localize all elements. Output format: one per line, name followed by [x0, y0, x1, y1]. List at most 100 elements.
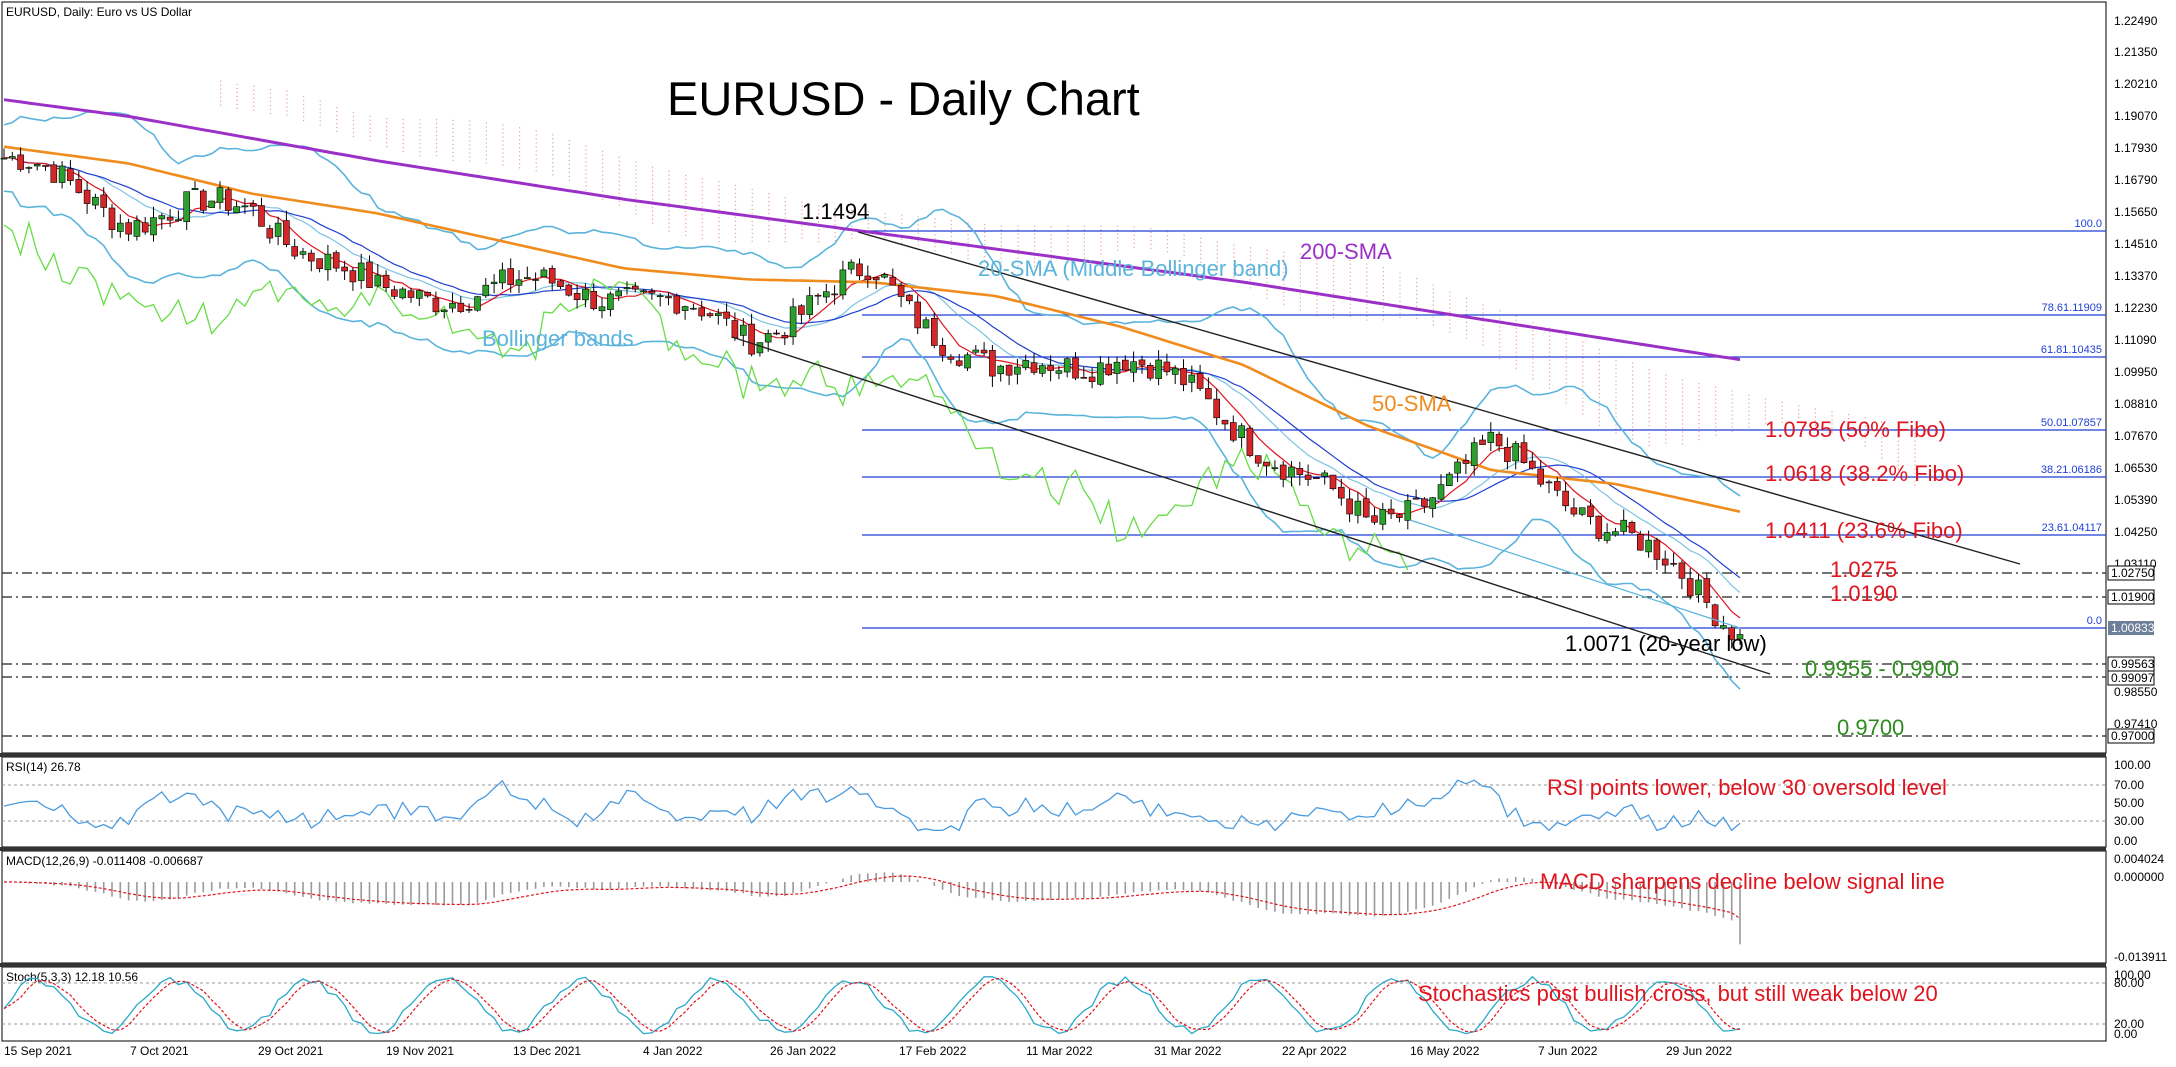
cloud-dot [1416, 317, 1418, 320]
annotation-fibo382: 1.0618 (38.2% Fibo) [1765, 461, 1964, 486]
sma50-line [3, 145, 1741, 513]
cloud-dot [336, 110, 338, 113]
candle-bear [50, 164, 58, 183]
cloud-dot [1831, 427, 1833, 429]
cloud-dot [1482, 332, 1484, 334]
cloud-dot [1366, 287, 1368, 289]
candle-bear [1396, 514, 1403, 518]
cloud-dot [917, 220, 919, 222]
candle-bear [548, 267, 556, 284]
cloud-dot [834, 212, 836, 214]
cloud-dot [319, 120, 321, 122]
cloud-dot [1615, 396, 1617, 398]
cloud-dot [452, 119, 454, 121]
candle-bull [764, 333, 772, 343]
cloud-dot [336, 122, 338, 125]
cloud-dot [1299, 285, 1301, 287]
cloud-dot [1366, 319, 1368, 321]
cloud-dot [1017, 261, 1019, 263]
cloud-dot [1083, 253, 1085, 255]
cloud-dot [1598, 368, 1600, 371]
stoch-tick: 0.00 [2114, 1027, 2138, 1041]
cloud-dot [1349, 303, 1351, 305]
cloud-dot [651, 210, 654, 212]
cloud-dot [1482, 336, 1484, 338]
cloud-dot [1764, 406, 1767, 408]
bollinger-upper-line [3, 111, 1741, 497]
cloud-dot [685, 194, 687, 196]
cloud-dot [1764, 414, 1767, 416]
cloud-dot [1897, 448, 1899, 450]
cloud-dot [1249, 251, 1252, 253]
candle-bear [1005, 364, 1013, 376]
cloud-dot [236, 91, 238, 94]
cloud-dot [1249, 275, 1252, 277]
cloud-dot [1881, 449, 1883, 451]
candle-bull [822, 291, 830, 298]
candle-bear [914, 301, 922, 329]
cloud-dot [485, 146, 487, 148]
price-tick: 1.11090 [2114, 333, 2157, 347]
cloud-dot [1731, 398, 1733, 400]
chart-title: EURUSD - Daily Chart [667, 72, 1140, 125]
cloud-dot [1382, 271, 1384, 273]
panel-separator [0, 753, 2106, 757]
candle-bull [964, 354, 971, 369]
cloud-dot [984, 243, 986, 246]
cloud-dot [1482, 312, 1484, 314]
cloud-dot [502, 140, 504, 142]
cloud-dot [568, 175, 570, 178]
cloud-dot [369, 127, 371, 129]
cloud-dot [950, 239, 953, 242]
cloud-dot [1299, 277, 1301, 279]
cloud-dot [1283, 251, 1285, 253]
cloud-dot [386, 134, 388, 136]
cloud-dot [851, 213, 853, 215]
cloud-dot [984, 251, 986, 254]
candle-bull [241, 205, 249, 208]
cloud-dot [1565, 350, 1567, 352]
cloud-dot [1582, 377, 1584, 379]
cloud-dot [602, 178, 604, 180]
price-tick: 1.17930 [2114, 141, 2158, 155]
cloud-dot [1216, 265, 1218, 267]
cloud-dot [1814, 408, 1816, 410]
cloud-dot [967, 234, 969, 236]
cloud-dot [1897, 444, 1899, 446]
cloud-dot [1764, 410, 1767, 412]
cloud-dot [1698, 403, 1700, 405]
cloud-dot [552, 134, 554, 136]
cloud-dot [1249, 263, 1252, 265]
cloud-dot [1582, 373, 1584, 375]
candle-bear [166, 216, 174, 221]
cloud-dot [651, 198, 654, 200]
cloud-dot [1166, 251, 1169, 253]
cloud-dot [635, 185, 637, 187]
cloud-dot [884, 221, 886, 223]
cloud-dot [269, 104, 271, 107]
cloud-dot [1565, 382, 1567, 384]
cloud-dot [1266, 269, 1268, 271]
cloud-dot [784, 217, 786, 219]
cloud-dot [1449, 299, 1451, 301]
cloud-dot [1034, 237, 1036, 239]
cloud-dot [602, 166, 604, 168]
cloud-dot [1283, 279, 1285, 281]
cloud-dot [1615, 428, 1617, 430]
candle-bear [1072, 357, 1079, 379]
cloud-dot [1914, 436, 1916, 438]
candle-bull [191, 188, 199, 191]
cloud-dot [1698, 415, 1700, 417]
cloud-dot [602, 182, 604, 184]
price-badge: 1.00833 [2111, 621, 2155, 635]
cloud-dot [585, 161, 587, 163]
cloud-dot [402, 130, 404, 133]
cloud-dot [585, 153, 587, 155]
cloud-dot [651, 222, 654, 224]
cloud-dot [768, 228, 770, 231]
cloud-dot [1399, 296, 1401, 298]
cloud-dot [1565, 402, 1567, 404]
cloud-dot [502, 152, 504, 154]
cloud-dot [1000, 265, 1002, 267]
cloud-dot [1150, 235, 1152, 238]
